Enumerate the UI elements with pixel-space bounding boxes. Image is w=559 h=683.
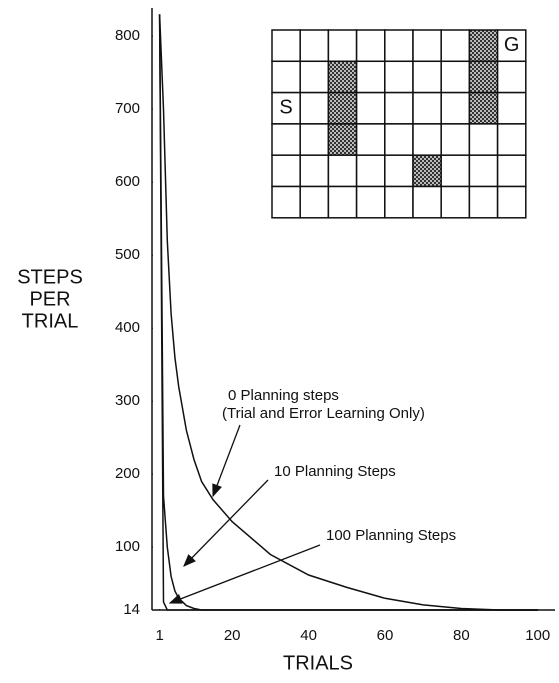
maze-cell xyxy=(384,91,414,125)
maze-cell xyxy=(384,60,414,94)
maze-cell xyxy=(412,185,442,219)
maze-cell xyxy=(327,154,358,188)
maze-cell xyxy=(412,60,442,94)
series-line xyxy=(158,14,538,611)
y-tick-label: 800 xyxy=(115,27,140,44)
maze-cell xyxy=(271,185,301,219)
maze-cell xyxy=(496,185,527,219)
maze-cell xyxy=(496,123,527,156)
maze-cell xyxy=(384,154,414,188)
x-tick-label: 20 xyxy=(224,627,241,644)
annotation: 100 Planning Steps xyxy=(326,527,456,544)
maze-cell xyxy=(412,91,442,125)
annotation-arrow xyxy=(212,424,241,498)
annotation: 10 Planning Steps xyxy=(274,463,396,480)
maze-cell xyxy=(327,185,358,219)
maze-cell xyxy=(299,185,330,219)
y-tick-label: 14 xyxy=(123,601,140,618)
maze-start: S xyxy=(279,97,292,119)
maze-cell xyxy=(440,185,471,219)
maze-cell xyxy=(440,29,471,63)
maze-cell xyxy=(440,91,471,125)
maze-cell xyxy=(299,91,330,125)
x-tick-label: 80 xyxy=(453,627,470,644)
maze-wall xyxy=(468,91,499,125)
maze-cell xyxy=(496,91,527,125)
y-tick-label: 100 xyxy=(115,538,140,555)
maze-cell xyxy=(468,123,499,156)
y-tick-label: 600 xyxy=(115,173,140,190)
maze-wall xyxy=(327,60,358,94)
maze-cell xyxy=(271,60,301,94)
maze-cell xyxy=(355,60,386,94)
x-axis-label: TRIALS xyxy=(283,652,353,674)
maze-wall xyxy=(327,123,358,156)
x-tick-label: 40 xyxy=(300,627,317,644)
x-tick-label: 60 xyxy=(377,627,394,644)
maze-cell xyxy=(327,29,358,63)
maze-cell xyxy=(299,29,330,63)
maze-cell xyxy=(440,154,471,188)
maze-cell xyxy=(355,29,386,63)
maze-goal: G xyxy=(504,34,520,56)
maze-cell xyxy=(384,123,414,156)
maze-cell xyxy=(299,123,330,156)
y-tick-label: 700 xyxy=(115,100,140,117)
maze-wall xyxy=(468,29,499,63)
y-tick-label: 500 xyxy=(115,246,140,263)
annotation-arrow xyxy=(168,544,321,604)
series-line xyxy=(158,14,538,611)
maze-cell xyxy=(271,154,301,188)
annotation: 0 Planning steps xyxy=(228,387,339,404)
maze-cell xyxy=(496,29,527,63)
annotation-arrow xyxy=(183,479,269,567)
maze-cell xyxy=(299,60,330,94)
maze-cell xyxy=(384,185,414,219)
maze-cell xyxy=(468,185,499,219)
y-axis-label: STEPS xyxy=(17,266,83,288)
x-tick-label: 100 xyxy=(525,627,550,644)
maze-cell xyxy=(384,29,414,63)
maze: SG xyxy=(271,29,527,219)
maze-cell xyxy=(496,154,527,188)
y-tick-label: 400 xyxy=(115,319,140,336)
maze-cell xyxy=(271,29,301,63)
maze-cell xyxy=(355,123,386,156)
maze-cell xyxy=(271,123,301,156)
maze-cell xyxy=(440,60,471,94)
y-axis-label: TRIAL xyxy=(22,310,79,332)
y-tick-label: 300 xyxy=(115,392,140,409)
maze-cell xyxy=(412,29,442,63)
maze-wall xyxy=(412,154,442,188)
maze-cell xyxy=(355,91,386,125)
maze-cell xyxy=(355,185,386,219)
maze-cell xyxy=(355,154,386,188)
x-tick-label: 1 xyxy=(155,627,163,644)
maze-wall xyxy=(468,60,499,94)
maze-cell xyxy=(412,123,442,156)
maze-cell xyxy=(440,123,471,156)
maze-cell xyxy=(496,60,527,94)
maze-cell xyxy=(299,154,330,188)
annotation: (Trial and Error Learning Only) xyxy=(222,405,425,422)
y-axis-label: PER xyxy=(29,288,70,310)
maze-wall xyxy=(327,91,358,125)
y-tick-label: 200 xyxy=(115,465,140,482)
maze-cell xyxy=(468,154,499,188)
